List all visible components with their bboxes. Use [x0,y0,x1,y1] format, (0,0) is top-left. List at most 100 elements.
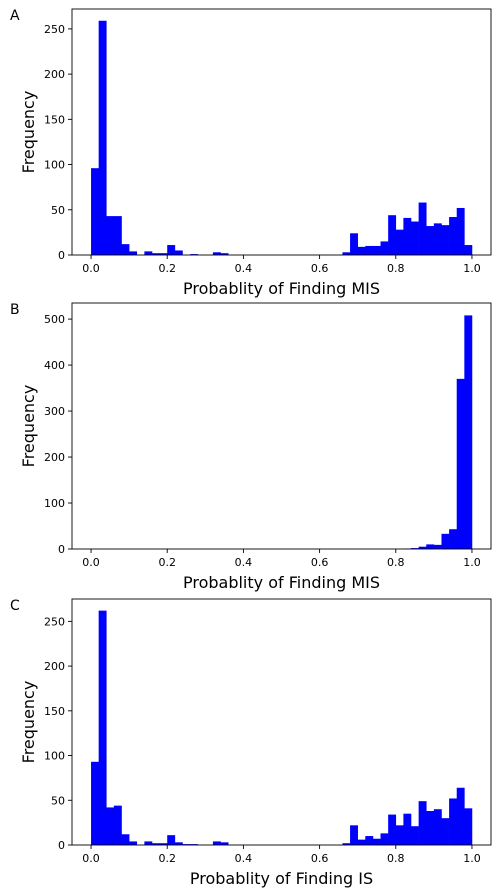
histogram-bar [212,252,221,255]
histogram-bar [441,818,450,845]
histogram-bar [433,223,442,255]
histogram-bar [91,761,99,845]
histogram-bar [372,838,381,845]
histogram-bar [433,809,442,845]
histogram-bar [411,221,419,255]
histogram-bar [121,244,130,255]
y-tick-label: 0 [58,249,65,262]
panel-label: A [10,8,20,24]
histogram-bar [159,843,168,845]
histogram-bar [342,252,351,255]
y-tick-label: 150 [44,705,65,718]
y-tick-label: 50 [51,204,65,217]
x-tick-label: 1.0 [463,852,481,865]
histogram-bar [395,825,404,845]
y-axis-label: Frequency [19,385,38,468]
x-tick-label: 0.6 [311,852,329,865]
histogram-bar [144,841,153,845]
histogram-bar [106,216,115,255]
y-axis-label: Frequency [19,681,38,764]
plot-frame [71,598,492,846]
x-tick-label: 1.0 [463,556,481,569]
histogram-bar [98,20,107,255]
histogram-bar [113,216,122,255]
x-tick-label: 0.8 [387,262,405,275]
histogram-bar [426,226,435,255]
x-tick-label: 1.0 [463,262,481,275]
y-tick-label: 250 [44,23,65,36]
histogram-bar [426,544,435,549]
x-tick-label: 0.2 [158,852,176,865]
x-tick-label: 0.6 [311,556,329,569]
histogram-bar [464,808,473,845]
y-tick-label: 300 [44,405,65,418]
histogram-bar [403,813,412,845]
histogram-bar [129,251,138,255]
histogram-bar [441,533,450,549]
histogram-bar [456,207,465,255]
histogram-bar [350,825,358,845]
x-tick-label: 0.8 [387,556,405,569]
histogram-bar [91,168,99,255]
histogram-bar [167,245,176,255]
histogram-bar [464,315,473,549]
y-tick-label: 100 [44,497,65,510]
y-tick-label: 50 [51,794,65,807]
histogram-bar [388,814,397,845]
histogram-bar [357,839,366,845]
y-tick-label: 100 [44,159,65,172]
histogram-bar [357,246,366,255]
y-tick-label: 400 [44,359,65,372]
histogram-bar [380,241,389,255]
chart-panel-b: 0.0 0.2 0.4 0.6 0.8 1.0 0 100 200 300 400 500 Probab… [10,302,492,592]
histogram-bar [350,233,358,255]
y-tick-label: 200 [44,68,65,81]
plot-frame [71,8,492,256]
histogram-bar [441,225,450,255]
histogram-bar [113,805,122,845]
histogram-bar [456,378,465,549]
histogram-bar [395,229,404,255]
y-axis-label: Frequency [19,91,38,174]
panel-label: C [10,598,20,614]
histogram-bar [151,253,160,255]
histogram-bar [456,787,465,845]
x-axis-label: Probablity of Finding IS [190,869,373,888]
histogram-bar [365,245,374,255]
y-tick-label: 100 [44,750,65,763]
histogram-bar [167,835,176,845]
y-tick-label: 200 [44,660,65,673]
histogram-bar [426,811,435,845]
x-tick-label: 0.0 [82,852,100,865]
histogram-bar [342,843,351,845]
y-tick-label: 250 [44,615,65,628]
chart-panel-c: 0.0 0.2 0.4 0.6 0.8 1.0 0 50 100 150 200 250 Probabl… [10,598,492,888]
histogram-bar [418,202,427,255]
histogram-bar [174,250,183,255]
y-tick-label: 500 [44,313,65,326]
histogram-bar [464,245,473,255]
histogram-bar [98,610,107,845]
histogram-bar [403,217,412,255]
histogram-bar [129,841,138,845]
histogram-bar [174,842,183,845]
histogram-bar [411,826,419,845]
histogram-bar [159,253,168,255]
histogram-bar [449,798,458,845]
x-tick-label: 0.2 [158,556,176,569]
panel-label: B [10,302,20,318]
histogram-bar [151,843,160,845]
histogram-bar [121,834,130,845]
histogram-bar [106,807,115,845]
x-tick-label: 0.0 [82,556,100,569]
x-axis-label: Probablity of Finding MIS [183,279,380,298]
plot-frame [71,302,492,550]
histogram-bar [372,245,381,255]
x-tick-label: 0.8 [387,852,405,865]
y-tick-label: 150 [44,113,65,126]
y-tick-label: 0 [58,543,65,556]
histogram-bar [411,548,419,549]
histogram-bar [388,215,397,255]
histogram-bar [449,217,458,255]
